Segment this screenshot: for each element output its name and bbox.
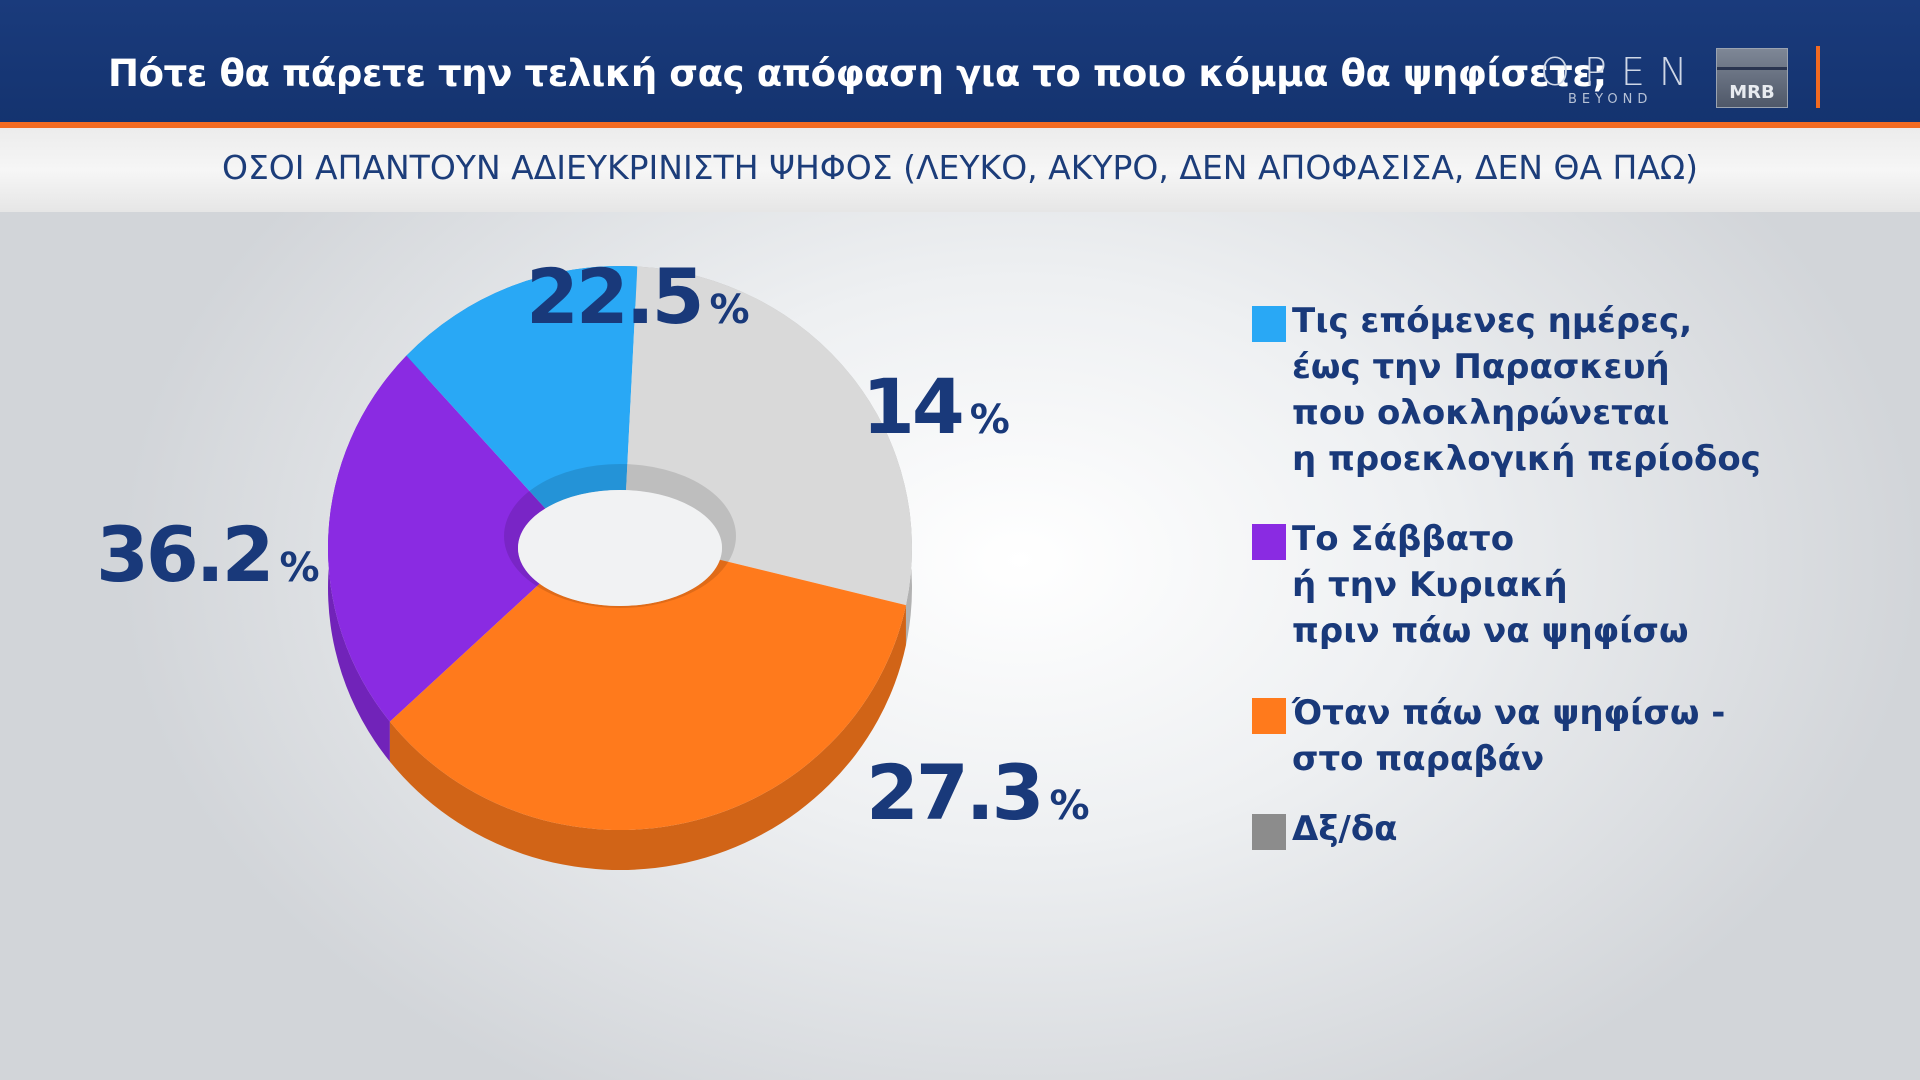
legend-label: Δξ/δα xyxy=(1292,809,1398,849)
logo-divider xyxy=(1816,46,1820,108)
pct-label-at-booth: 36.2% xyxy=(96,510,320,599)
pct-label-weekend: 22.5% xyxy=(526,252,750,341)
pct-value: 36.2 xyxy=(96,510,275,599)
subtitle-band xyxy=(0,128,1920,212)
mrb-logo-text: MRB xyxy=(1729,82,1775,103)
donut-slice xyxy=(389,559,906,830)
legend-swatch xyxy=(1252,306,1286,342)
chart-subtitle: ΟΣΟΙ ΑΠΑΝΤΟΥΝ ΑΔΙΕΥΚΡΙΝΙΣΤΗ ΨΗΦΟΣ (ΛΕΥΚΟ… xyxy=(221,148,1698,187)
donut-slice xyxy=(327,355,546,722)
pct-label-next-days: 14% xyxy=(862,362,1010,451)
donut-slice-side xyxy=(389,605,906,871)
header-accent-line xyxy=(0,122,1920,128)
legend-label: Τις επόμενες ημέρες, έως την Παρασκευή π… xyxy=(1292,301,1761,479)
donut-slice xyxy=(406,266,638,509)
mrb-logo: MRB xyxy=(1716,48,1788,108)
legend-label: Το Σάββατο ή την Κυριακή πριν πάω να ψηφ… xyxy=(1292,519,1689,651)
pct-symbol: % xyxy=(279,545,320,591)
pct-label-dont-know: 27.3% xyxy=(866,748,1090,837)
header-bar xyxy=(0,0,1920,124)
legend-swatch xyxy=(1252,698,1286,734)
legend-swatch xyxy=(1252,524,1286,560)
pct-symbol: % xyxy=(969,397,1010,443)
pct-symbol: % xyxy=(1049,783,1090,829)
open-logo: OPEN xyxy=(1540,50,1702,94)
donut-slice xyxy=(626,266,912,606)
legend-swatch xyxy=(1252,814,1286,850)
chart-title: Πότε θα πάρετε την τελική σας απόφαση γι… xyxy=(108,52,1607,95)
pct-value: 27.3 xyxy=(866,748,1045,837)
pct-value: 14 xyxy=(862,362,965,451)
pct-value: 22.5 xyxy=(526,252,705,341)
pct-symbol: % xyxy=(709,287,750,333)
donut-hole xyxy=(518,490,722,606)
open-beyond-logo-text: BEYOND xyxy=(1568,92,1653,107)
legend-label: Όταν πάω να ψηφίσω - στο παραβάν xyxy=(1292,693,1726,779)
